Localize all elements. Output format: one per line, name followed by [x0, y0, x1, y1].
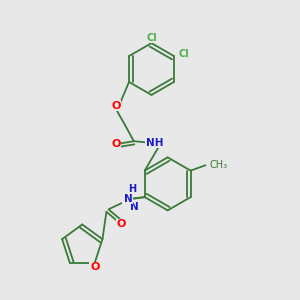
Text: O: O	[116, 219, 126, 229]
Text: O: O	[112, 101, 121, 111]
Text: Cl: Cl	[146, 33, 157, 43]
Text: Cl: Cl	[179, 49, 190, 59]
Text: O: O	[90, 262, 99, 272]
Text: H: H	[123, 194, 131, 205]
Text: NH: NH	[146, 138, 163, 148]
Text: N: N	[124, 194, 133, 204]
Text: CH₃: CH₃	[209, 160, 227, 170]
Text: O: O	[112, 139, 121, 148]
Text: N: N	[130, 202, 139, 212]
Text: H: H	[128, 184, 136, 194]
